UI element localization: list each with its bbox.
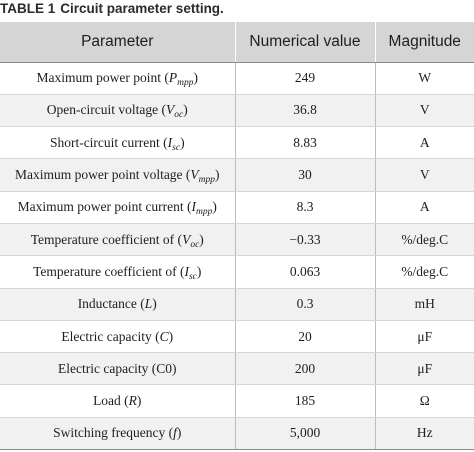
parameter-symbol: I (167, 134, 173, 150)
parameter-closing-paren: ) (152, 296, 157, 312)
numerical-value-cell: 185 (234, 384, 375, 418)
magnitude-cell: Hz (374, 417, 474, 451)
parameter-symbol: P (168, 70, 178, 86)
table-label: TABLE 1 (0, 1, 56, 16)
parameter-name: Maximum power point voltage ( (14, 167, 191, 183)
magnitude-cell: A (374, 126, 474, 160)
parameter-subscript: oc (174, 110, 184, 121)
parameter-closing-paren: ) (196, 263, 202, 279)
table-row: Open-circuit voltage (Voc) 36.8 V (0, 94, 474, 128)
table-caption: TABLE 1 Circuit parameter setting. (0, 0, 224, 22)
parameter-symbol: V (190, 167, 199, 183)
parameter-symbol: I (184, 263, 189, 279)
magnitude-cell: μF (374, 320, 474, 354)
parameter-subscript: mpp (177, 78, 194, 89)
parameter-subscript: mpp (196, 207, 213, 218)
parameter-cell: Switching frequency (f) (0, 417, 235, 451)
parameter-cell: Load (R) (0, 384, 235, 418)
parameter-cell: Electric capacity (C0) (0, 352, 235, 386)
magnitude-cell: W (374, 62, 474, 95)
magnitude-cell: %/deg.C (374, 255, 474, 289)
parameter-subscript: oc (190, 239, 200, 250)
parameter-closing-paren: ) (199, 231, 204, 247)
magnitude-cell: V (374, 94, 474, 128)
table-row: Maximum power point voltage (Vmpp) 30 V (0, 158, 474, 192)
parameter-closing-paren: ) (136, 393, 142, 409)
magnitude-cell: V (374, 158, 474, 192)
parameter-subscript: mpp (198, 175, 216, 186)
parameter-name: Switching frequency ( (53, 425, 174, 441)
magnitude-cell: mH (374, 288, 474, 321)
numerical-value-cell: 200 (234, 352, 375, 386)
table-row: Inductance (L) 0.3 mH (0, 288, 474, 321)
parameter-symbol: f (173, 425, 177, 441)
parameter-closing-paren: ) (212, 199, 217, 215)
numerical-value-cell: 0.063 (234, 255, 375, 289)
table-row: Electric capacity (C0) 200 μF (0, 352, 474, 386)
table-row: Maximum power point (Pmpp) 249 W (0, 62, 474, 95)
parameter-name: Short-circuit current ( (49, 134, 168, 150)
parameter-closing-paren: ) (176, 425, 182, 441)
table-row: Electric capacity (C) 20 μF (0, 320, 474, 354)
parameter-closing-paren: ) (168, 328, 174, 344)
numerical-value-cell: 0.3 (234, 288, 375, 321)
table-row: Load (R) 185 Ω (0, 384, 474, 418)
header-row: Parameter Numerical value Magnitude (0, 22, 474, 63)
parameter-name: Load ( (93, 393, 129, 409)
numerical-value-cell: 36.8 (234, 94, 375, 128)
parameter-name: Temperature coefficient of ( (33, 263, 185, 279)
parameter-cell: Maximum power point (Pmpp) (0, 62, 235, 95)
parameter-symbol: C (159, 328, 169, 344)
numerical-value-cell: 5,000 (234, 417, 375, 451)
table-row: Switching frequency (f) 5,000 Hz (0, 417, 474, 451)
magnitude-cell: μF (374, 352, 474, 386)
parameter-name: Temperature coefficient of ( (30, 231, 183, 247)
numerical-value-cell: 30 (234, 158, 375, 192)
parameter-closing-paren: ) (193, 70, 198, 86)
parameter-name: Open-circuit voltage ( (46, 102, 166, 118)
header-numerical-value: Numerical value (234, 22, 375, 63)
magnitude-cell: Ω (374, 384, 474, 418)
parameter-name: Maximum power point current ( (17, 199, 192, 215)
parameter-name: Inductance ( (77, 296, 145, 312)
numerical-value-cell: 249 (234, 62, 375, 95)
parameter-symbol: I (191, 199, 197, 215)
magnitude-cell: %/deg.C (374, 223, 474, 257)
table-row: Short-circuit current (Isc) 8.83 A (0, 126, 474, 160)
parameter-cell: Maximum power point current (Impp) (0, 191, 235, 224)
numerical-value-cell: −0.33 (234, 223, 375, 257)
table-row: Temperature coefficient of (Voc) −0.33 %/d… (0, 223, 474, 257)
header-parameter: Parameter (0, 22, 235, 63)
parameter-name: Maximum power point ( (36, 70, 169, 86)
table-row: Temperature coefficient of (Isc) 0.063 %/d… (0, 255, 474, 289)
parameter-cell: Temperature coefficient of (Voc) (0, 223, 235, 257)
numerical-value-cell: 20 (234, 320, 375, 354)
parameter-subscript: sc (172, 142, 181, 153)
parameter-cell: Maximum power point voltage (Vmpp) (0, 158, 235, 192)
numerical-value-cell: 8.83 (234, 126, 375, 160)
parameter-cell: Short-circuit current (Isc) (0, 126, 235, 160)
header-magnitude: Magnitude (374, 22, 474, 63)
parameter-cell: Temperature coefficient of (Isc) (0, 255, 235, 289)
parameter-cell: Electric capacity (C) (0, 320, 235, 354)
parameter-cell: Open-circuit voltage (Voc) (0, 94, 235, 128)
parameter-closing-paren: ) (215, 167, 220, 183)
parameter-name: Electric capacity (C0) (58, 360, 177, 376)
magnitude-cell: A (374, 191, 474, 224)
table-title: Circuit parameter setting. (60, 1, 224, 16)
parameter-name: Electric capacity ( (61, 328, 160, 344)
parameter-subscript: sc (188, 271, 197, 282)
table-header: Parameter Numerical value Magnitude (0, 22, 474, 63)
table-body: Maximum power point (Pmpp) 249 W Open-circu… (0, 62, 474, 451)
parameter-symbol: L (144, 296, 153, 312)
parameter-symbol: R (128, 393, 137, 409)
parameter-cell: Inductance (L) (0, 288, 235, 321)
parameter-symbol: V (165, 102, 175, 118)
circuit-parameter-table: Parameter Numerical value Magnitude Maxi… (0, 22, 474, 451)
parameter-closing-paren: ) (183, 102, 188, 118)
numerical-value-cell: 8.3 (234, 191, 375, 224)
parameter-symbol: V (182, 231, 191, 247)
table-row: Maximum power point current (Impp) 8.3 A (0, 191, 474, 224)
parameter-closing-paren: ) (180, 134, 185, 150)
